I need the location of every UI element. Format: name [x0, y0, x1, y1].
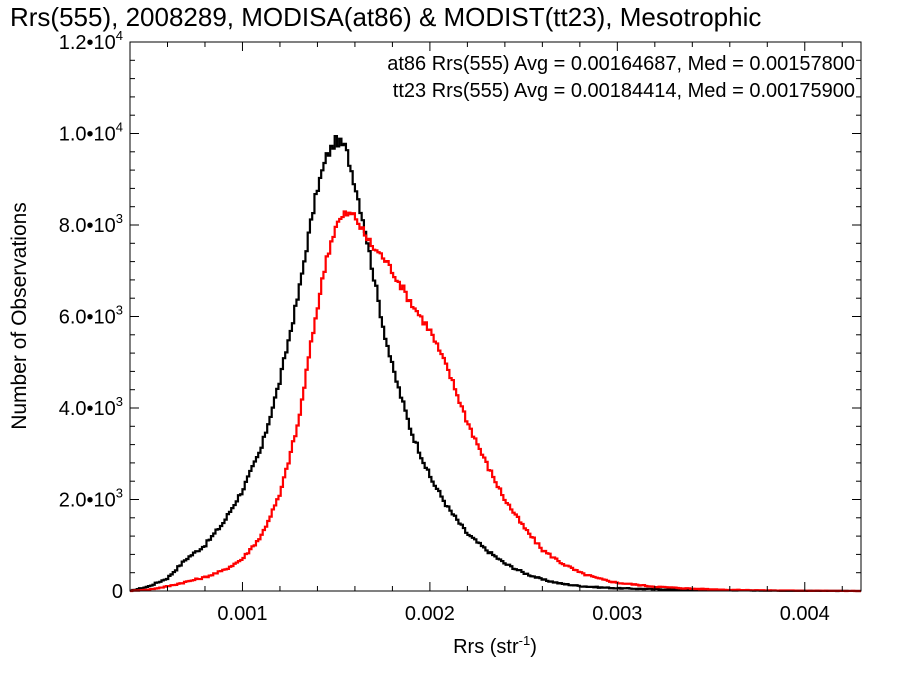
x-axis-label-close: ): [530, 636, 537, 658]
y-axis-label: Number of Observations: [8, 202, 31, 430]
x-axis-label-main: Rrs (str: [453, 636, 519, 658]
legend-entry-tt23: tt23 Rrs(555) Avg = 0.00184414, Med = 0.…: [393, 80, 855, 102]
y-tick-exponent: 3: [116, 303, 123, 318]
legend-entry-at86: at86 Rrs(555) Avg = 0.00164687, Med = 0.…: [387, 53, 855, 75]
x-tick-label: 0.004: [780, 603, 830, 625]
x-axis-label: Rrs (str-1): [453, 633, 537, 658]
y-tick-mantissa: 2.0•10: [59, 490, 116, 512]
y-tick-labels: 02.0•1034.0•1036.0•1038.0•1031.0•1041.2•…: [59, 28, 123, 603]
series-layer: [130, 135, 861, 593]
y-tick-label: 1.2•104: [59, 28, 123, 54]
chart-title: Rrs(555), 2008289, MODISA(at86) & MODIST…: [10, 2, 761, 32]
x-tick-labels: 0.001 0.002 0.003 0.004: [217, 603, 829, 625]
y-tick-mantissa: 4.0•10: [59, 398, 116, 420]
series-line-tt23: [130, 210, 861, 593]
y-tick-exponent: 4: [116, 120, 123, 135]
y-tick-exponent: 3: [116, 486, 123, 501]
x-axis-label-superscript: -1: [519, 633, 531, 648]
x-tick-label: 0.002: [405, 603, 455, 625]
x-tick-label: 0.001: [217, 603, 267, 625]
y-tick-label: 2.0•103: [59, 486, 123, 512]
y-tick-label: 4.0•103: [59, 394, 123, 420]
y-tick-exponent: 3: [116, 211, 123, 226]
plot-frame: [129, 41, 862, 592]
x-tick-label: 0.003: [592, 603, 642, 625]
y-tick-mantissa: 1.2•10: [59, 32, 116, 54]
y-tick-label: 0: [112, 581, 123, 603]
y-tick-mantissa: 0: [112, 581, 123, 603]
y-tick-label: 1.0•104: [59, 120, 123, 146]
y-tick-exponent: 4: [116, 28, 123, 43]
y-tick-label: 8.0•103: [59, 211, 123, 237]
y-tick-mantissa: 1.0•10: [59, 124, 116, 146]
y-tick-mantissa: 6.0•10: [59, 307, 116, 329]
axis-ticks: [129, 41, 861, 592]
series-line-at86: [130, 135, 861, 593]
y-tick-label: 6.0•103: [59, 303, 123, 329]
y-tick-mantissa: 8.0•10: [59, 215, 116, 237]
y-tick-exponent: 3: [116, 394, 123, 409]
